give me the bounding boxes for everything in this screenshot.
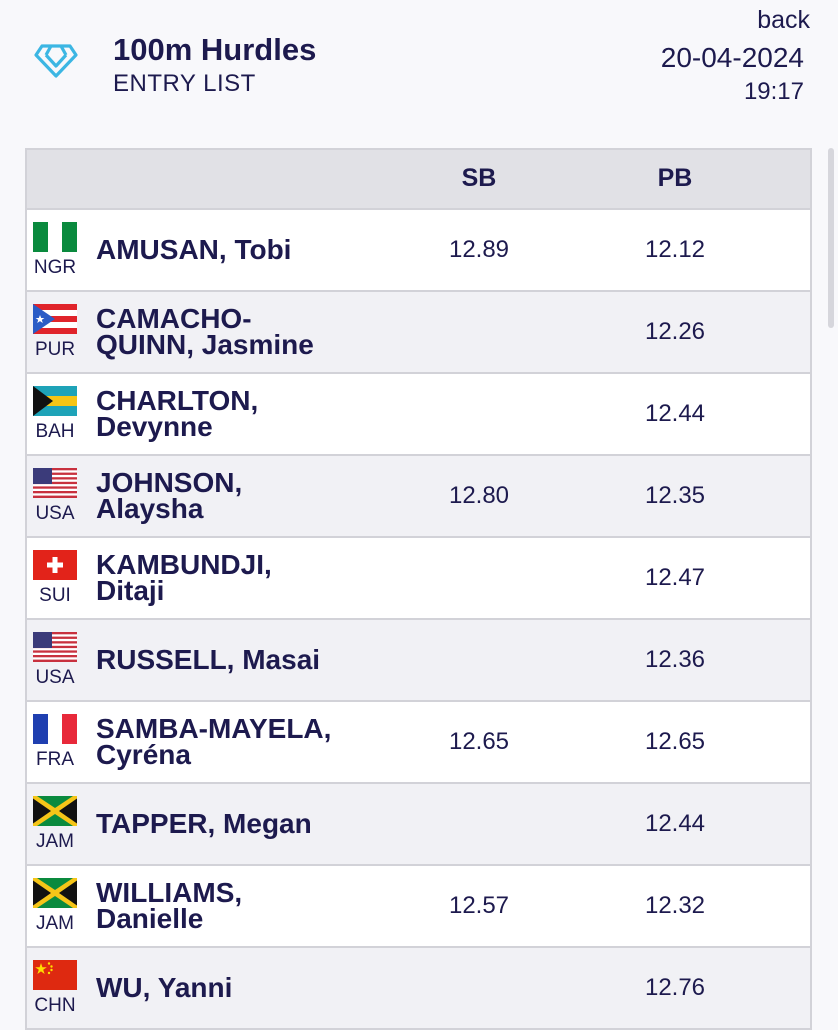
- table-row[interactable]: JAM WILLIAMS, Danielle 12.57 12.32: [27, 866, 810, 948]
- event-time: 19:17: [743, 78, 804, 105]
- china-flag-icon: [33, 960, 77, 990]
- table-row[interactable]: CHN WU, Yanni 12.76: [27, 948, 810, 1030]
- personal-best: 12.36: [644, 646, 706, 673]
- country-code: JAM: [36, 913, 74, 934]
- back-link[interactable]: back: [757, 6, 810, 34]
- season-best: 12.80: [448, 482, 510, 509]
- country-code: NGR: [33, 257, 77, 278]
- personal-best: 12.35: [644, 482, 706, 509]
- personal-best: 12.44: [644, 810, 706, 837]
- diamond-logo-icon: [34, 40, 78, 80]
- france-flag-icon: [33, 714, 77, 744]
- table-row[interactable]: USA RUSSELL, Masai 12.36: [27, 620, 810, 702]
- country-code: SUI: [39, 585, 71, 606]
- table-row[interactable]: FRA SAMBA-MAYELA, Cyréna 12.65 12.65: [27, 702, 810, 784]
- season-best: [419, 374, 539, 454]
- athlete-name: CAMACHO- QUINN, Jasmine: [96, 303, 314, 360]
- page-subtitle: ENTRY LIST: [113, 70, 256, 97]
- usa-flag-icon: [33, 632, 77, 662]
- athlete-name: WILLIAMS, Danielle: [96, 877, 243, 934]
- athlete-name: SAMBA-MAYELA, Cyréna: [96, 713, 332, 770]
- scrollbar[interactable]: [828, 148, 834, 328]
- puerto-rico-flag-icon: [33, 304, 77, 334]
- season-best: [419, 784, 539, 864]
- jamaica-flag-icon: [33, 796, 77, 826]
- personal-best: 12.32: [644, 892, 706, 919]
- country-code: BAH: [35, 421, 75, 442]
- table-row[interactable]: BAH CHARLTON, Devynne 12.44: [27, 374, 810, 456]
- season-best: [419, 292, 539, 372]
- season-best: 12.57: [448, 892, 510, 919]
- table-row[interactable]: USA JOHNSON, Alaysha 12.80 12.35: [27, 456, 810, 538]
- season-best: 12.65: [448, 728, 510, 755]
- athlete-name: AMUSAN, Tobi: [96, 234, 292, 265]
- athlete-name: TAPPER, Megan: [96, 808, 312, 839]
- country-code: FRA: [36, 749, 74, 770]
- country-code: USA: [35, 667, 75, 688]
- athlete-name: JOHNSON, Alaysha: [96, 467, 243, 524]
- athlete-name: CHARLTON, Devynne: [96, 385, 259, 442]
- country-code: JAM: [36, 831, 74, 852]
- season-best: [419, 948, 539, 1028]
- country-code: CHN: [34, 995, 76, 1016]
- personal-best: 12.65: [644, 728, 706, 755]
- event-date: 20-04-2024: [660, 42, 804, 73]
- page-title: 100m Hurdles: [113, 32, 317, 67]
- personal-best: 12.76: [644, 974, 706, 1001]
- usa-flag-icon: [33, 468, 77, 498]
- table-row[interactable]: NGR AMUSAN, Tobi 12.89 12.12: [27, 210, 810, 292]
- season-best: [419, 620, 539, 700]
- athlete-name: KAMBUNDJI, Ditaji: [96, 549, 272, 606]
- season-best: [419, 538, 539, 618]
- page-header: 100m Hurdles ENTRY LIST back 20-04-2024 …: [0, 0, 838, 148]
- country-code: USA: [35, 503, 75, 524]
- athlete-name: WU, Yanni: [96, 972, 233, 1003]
- bahamas-flag-icon: [33, 386, 77, 416]
- table-header-row: SB PB: [27, 148, 810, 210]
- entry-list-table: SB PB NGR AMUSAN, Tobi 12.89 12.12 PUR C…: [25, 148, 812, 1030]
- switzerland-flag-icon: [33, 550, 77, 580]
- personal-best: 12.26: [644, 318, 706, 345]
- table-row[interactable]: PUR CAMACHO- QUINN, Jasmine 12.26: [27, 292, 810, 374]
- country-code: PUR: [34, 339, 76, 360]
- nigeria-flag-icon: [33, 222, 77, 252]
- personal-best: 12.47: [644, 564, 706, 591]
- jamaica-flag-icon: [33, 878, 77, 908]
- personal-best: 12.12: [644, 236, 706, 263]
- column-header-pb: PB: [657, 164, 693, 192]
- athlete-name: RUSSELL, Masai: [96, 644, 321, 675]
- season-best: 12.89: [448, 236, 510, 263]
- personal-best: 12.44: [644, 400, 706, 427]
- column-header-sb: SB: [461, 164, 497, 192]
- table-row[interactable]: SUI KAMBUNDJI, Ditaji 12.47: [27, 538, 810, 620]
- table-row[interactable]: JAM TAPPER, Megan 12.44: [27, 784, 810, 866]
